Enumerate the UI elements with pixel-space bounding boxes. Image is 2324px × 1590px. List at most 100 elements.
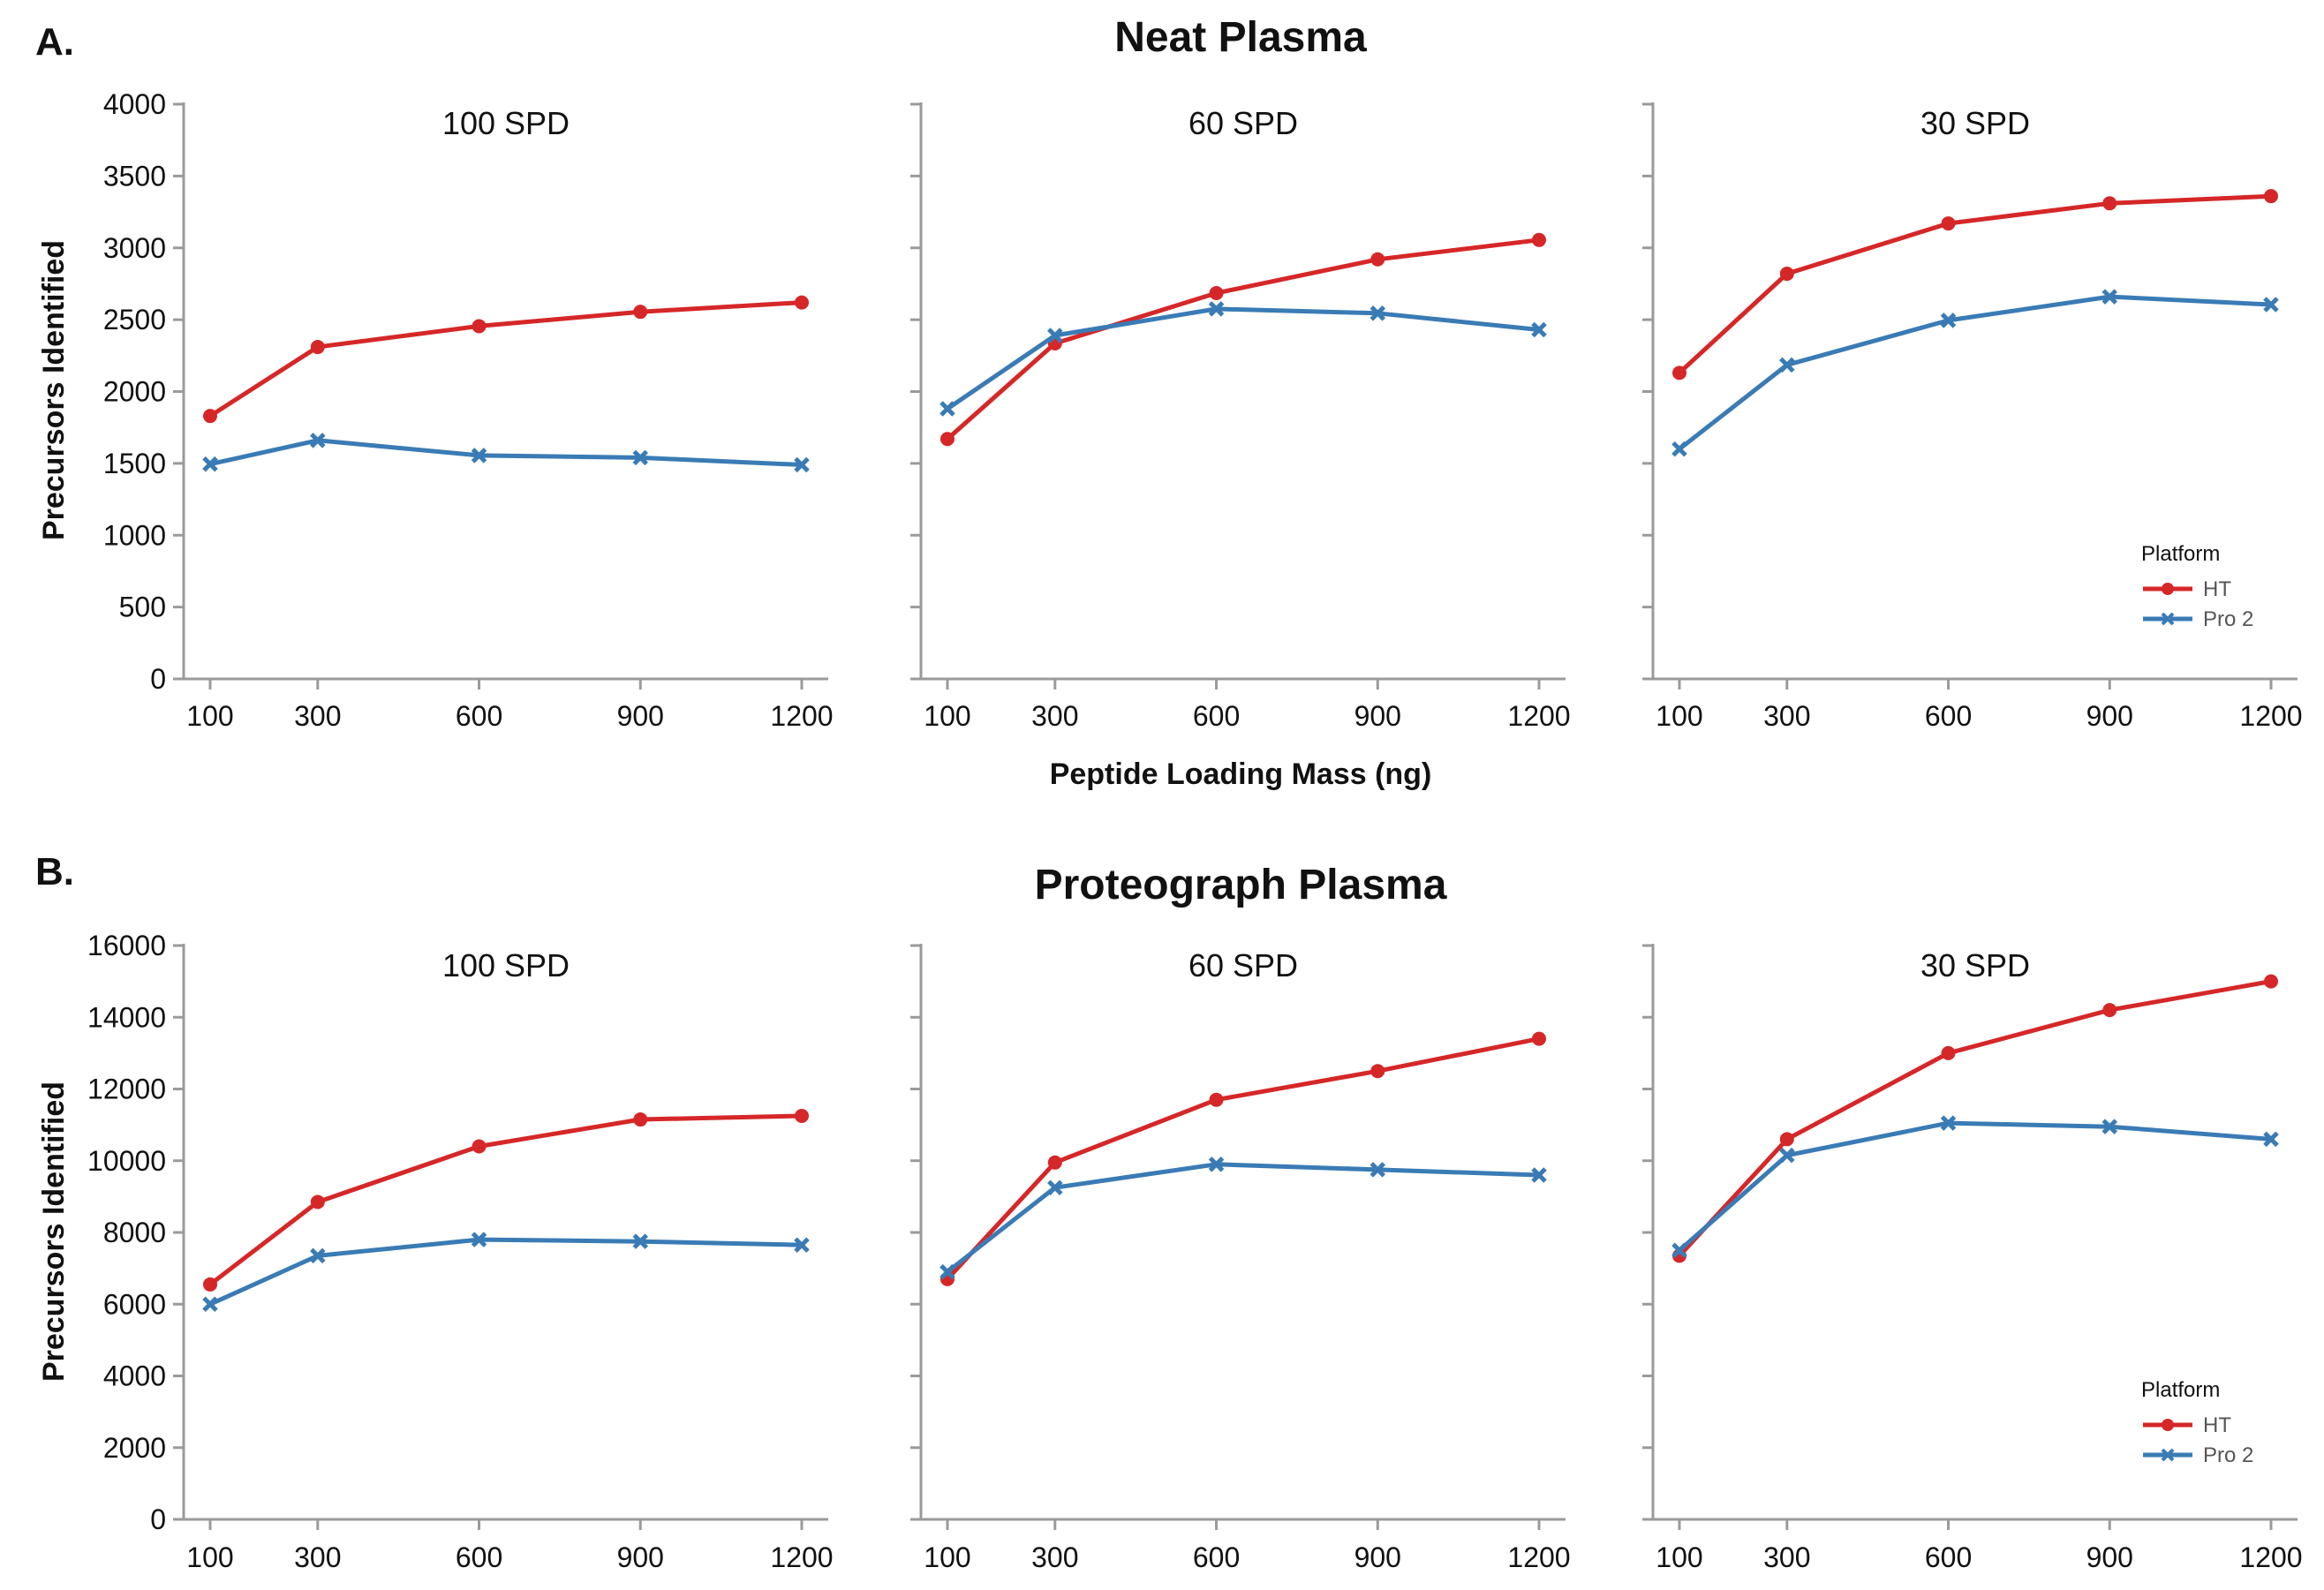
y-tick-label: 1000 xyxy=(103,519,166,551)
data-point-ht xyxy=(1779,1132,1794,1147)
facet-title: 100 SPD xyxy=(442,105,570,141)
data-point-ht xyxy=(203,1277,217,1292)
data-point-pro-2 xyxy=(1779,357,1795,373)
x-tick-label: 300 xyxy=(1763,700,1810,732)
y-tick-label: 3000 xyxy=(103,232,166,264)
x-tick-label: 900 xyxy=(617,1541,664,1573)
series-line-ht xyxy=(1678,979,2272,1258)
data-point-pro-2 xyxy=(632,1233,649,1249)
data-point-ht xyxy=(633,1112,648,1127)
series-line-ht xyxy=(946,237,1540,441)
data-point-ht xyxy=(310,340,325,355)
data-point-ht xyxy=(2102,196,2117,211)
facet-b-1: 100 SPD 0 2000 4000 6000 8000 10000 12000 14000 1… xyxy=(87,930,834,1573)
y-tick-label: 12000 xyxy=(87,1074,166,1105)
x-tick-label: 1200 xyxy=(2239,1541,2302,1573)
y-tick-label: 0 xyxy=(150,663,166,695)
x-tick-label: 600 xyxy=(1193,1541,1240,1573)
series-line-pro-2 xyxy=(208,1237,803,1307)
facet-title: 30 SPD xyxy=(1920,105,2030,141)
x-tick-label: 1200 xyxy=(1507,700,1570,732)
facet-title: 60 SPD xyxy=(1188,947,1298,983)
panel-a-letter: A. xyxy=(35,20,74,64)
data-point-ht xyxy=(795,295,809,310)
data-point-pro-2 xyxy=(1208,1157,1225,1172)
data-point-ht xyxy=(1209,1092,1224,1107)
x-tick-label: 900 xyxy=(1354,700,1401,732)
data-point-ht xyxy=(1941,216,1956,231)
x-tick-label: 900 xyxy=(617,700,664,732)
panel-b-letter: B. xyxy=(35,850,74,893)
series-line-ht xyxy=(946,1036,1540,1281)
data-point-pro-2 xyxy=(939,401,955,417)
y-tick-label: 16000 xyxy=(87,930,166,961)
data-point-ht xyxy=(2102,1003,2117,1018)
x-tick-label: 900 xyxy=(2086,1541,2133,1573)
data-point-pro-2 xyxy=(310,1247,326,1264)
data-point-ht xyxy=(2264,189,2278,204)
data-point-pro-2 xyxy=(1671,1242,1687,1259)
x-tick-label: 300 xyxy=(1763,1541,1810,1573)
data-point-pro-2 xyxy=(1940,1115,1957,1131)
x-tick-label: 1200 xyxy=(770,1541,833,1573)
data-point-pro-2 xyxy=(1940,313,1957,328)
facet-title: 30 SPD xyxy=(1920,947,2030,983)
y-tick-label: 2500 xyxy=(103,304,166,335)
y-tick-label: 10000 xyxy=(87,1145,166,1177)
x-tick-label: 1200 xyxy=(2239,700,2302,732)
x-tick-label: 600 xyxy=(456,700,502,732)
panel-b-ylabel: Precursors Identified xyxy=(37,1081,71,1382)
legend-label-ht: HT xyxy=(2203,577,2231,601)
data-point-pro-2 xyxy=(1531,321,1547,338)
data-point-ht xyxy=(2264,974,2278,989)
x-tick-label: 100 xyxy=(186,700,233,732)
facet-a-2: 60 SPD 100 300 600 900 1200 xyxy=(910,102,1571,732)
legend-title: Platform xyxy=(2141,1378,2220,1402)
series-line-pro-2 xyxy=(209,438,803,467)
y-tick-label: 3500 xyxy=(103,160,166,192)
legend-label-ht: HT xyxy=(2203,1413,2231,1437)
data-point-pro-2 xyxy=(1047,328,1063,343)
data-point-pro-2 xyxy=(1671,441,1687,457)
data-point-ht xyxy=(1370,252,1385,267)
data-point-pro-2 xyxy=(1047,1179,1063,1195)
y-tick-label: 2000 xyxy=(103,376,166,408)
series-line-ht xyxy=(208,1113,803,1286)
y-tick-label: 4000 xyxy=(103,1360,166,1392)
data-point-pro-2 xyxy=(2263,1131,2279,1148)
data-point-pro-2 xyxy=(939,1263,955,1280)
data-point-pro-2 xyxy=(1208,301,1225,317)
legend-title: Platform xyxy=(2141,542,2220,566)
facet-a-3: 30 SPD 100 300 600 900 1200 Platform HT Pro 2 xyxy=(1642,102,2303,732)
legend-marker-ht xyxy=(2162,1419,2174,1431)
data-point-pro-2 xyxy=(471,1232,487,1247)
data-point-pro-2 xyxy=(2101,289,2118,305)
facet-b-3: 30 SPD 100 300 600 900 1200 Platform HT Pro 2 xyxy=(1642,944,2303,1573)
facet-title: 60 SPD xyxy=(1188,105,1298,141)
panel-a-xlabel: Peptide Loading Mass (ng) xyxy=(1050,757,1432,791)
x-tick-label: 900 xyxy=(1354,1541,1401,1573)
series-line-ht xyxy=(1678,193,2272,375)
x-tick-label: 1200 xyxy=(1507,1541,1570,1573)
data-point-ht xyxy=(1532,1031,1546,1046)
y-tick-label: 8000 xyxy=(103,1217,166,1248)
panel-a-ylabel: Precursors Identified xyxy=(37,240,71,540)
x-tick-label: 300 xyxy=(294,1541,341,1573)
data-point-pro-2 xyxy=(1779,1147,1795,1164)
data-point-pro-2 xyxy=(1531,1167,1547,1183)
data-point-pro-2 xyxy=(471,448,487,463)
y-tick-label: 0 xyxy=(150,1503,166,1535)
facets: 100 SPD050010001500200025003000350040001… xyxy=(87,88,2303,1573)
data-point-ht xyxy=(1532,232,1546,247)
x-tick-label: 900 xyxy=(2086,700,2133,732)
data-point-ht xyxy=(1370,1064,1385,1079)
data-point-pro-2 xyxy=(2101,1119,2118,1134)
x-tick-label: 100 xyxy=(186,1541,233,1573)
facet-a-1: 100 SPD 0 500 1000 1500 2000 2500 3000 3500 4000 1… xyxy=(103,88,834,732)
data-point-ht xyxy=(1779,267,1794,282)
legend-marker-ht xyxy=(2162,583,2174,595)
facet-b-2: 60 SPD 100 300 600 900 1200 xyxy=(910,944,1571,1573)
series-line-ht xyxy=(208,300,803,418)
x-tick-label: 100 xyxy=(1656,1541,1702,1573)
